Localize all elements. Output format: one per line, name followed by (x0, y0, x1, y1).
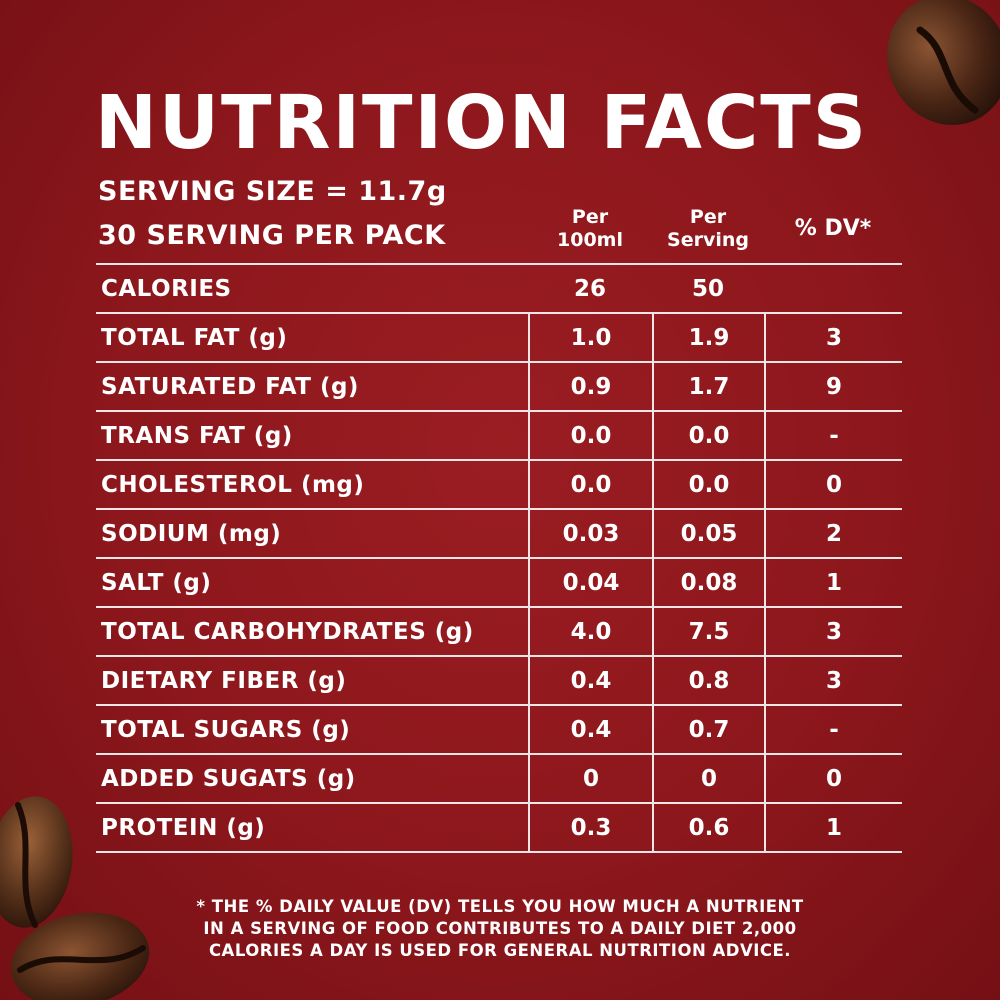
table-row: SALT (g) 0.04 0.08 1 (96, 557, 902, 606)
dv-value: 0 (764, 755, 902, 802)
coffee-bean-top-right-icon (886, 0, 1000, 125)
table-row: SATURATED FAT (g) 0.9 1.7 9 (96, 361, 902, 410)
dv-value (764, 265, 902, 312)
dv-value: 3 (764, 608, 902, 655)
column-header-per-100ml: Per 100ml (557, 206, 623, 251)
dv-value: - (764, 706, 902, 753)
per-serving-value: 1.7 (652, 363, 764, 410)
per-100ml-value: 0.04 (528, 559, 652, 606)
footnote-line: * THE % DAILY VALUE (DV) TELLS YOU HOW M… (196, 897, 804, 916)
dv-value: 9 (764, 363, 902, 410)
nutrient-label: TOTAL FAT (g) (101, 324, 288, 351)
column-header-dv: % DV* (794, 216, 872, 241)
per-100ml-value: 0.4 (528, 706, 652, 753)
table-row: TOTAL SUGARS (g) 0.4 0.7 - (96, 704, 902, 753)
per-serving-value: 0.7 (652, 706, 764, 753)
dv-value: 0 (764, 461, 902, 508)
nutrient-label: SATURATED FAT (g) (101, 373, 359, 400)
footnote-line: IN A SERVING OF FOOD CONTRIBUTES TO A DA… (203, 919, 797, 938)
dv-value: 2 (764, 510, 902, 557)
per-serving-value: 0 (652, 755, 764, 802)
coffee-bean-bottom-left-2-icon (10, 912, 150, 1000)
per-serving-value: 0.0 (652, 412, 764, 459)
per-serving-value: 0.0 (652, 461, 764, 508)
dv-value: 3 (764, 657, 902, 704)
table-row: TRANS FAT (g) 0.0 0.0 - (96, 410, 902, 459)
per-100ml-value: 0.03 (528, 510, 652, 557)
per-100ml-value: 0.0 (528, 461, 652, 508)
nutrition-table: CALORIES 26 50 TOTAL FAT (g) 1.0 1.9 3 S… (96, 263, 902, 853)
per-serving-value: 0.6 (652, 804, 764, 851)
per-100ml-value: 4.0 (528, 608, 652, 655)
nutrient-label: DIETARY FIBER (g) (101, 667, 347, 694)
serving-size: SERVING SIZE = 11.7g (98, 176, 447, 207)
nutrient-label: TRANS FAT (g) (101, 422, 293, 449)
table-row: TOTAL FAT (g) 1.0 1.9 3 (96, 312, 902, 361)
footnote-line: CALORIES A DAY IS USED FOR GENERAL NUTRI… (208, 941, 792, 960)
nutrient-label: ADDED SUGATS (g) (101, 765, 356, 792)
nutrient-label: TOTAL SUGARS (g) (101, 716, 351, 743)
table-row: PROTEIN (g) 0.3 0.6 1 (96, 802, 902, 853)
nutrient-label: SODIUM (mg) (101, 520, 282, 547)
per-serving-value: 50 (691, 275, 724, 302)
per-100ml-value: 0.4 (528, 657, 652, 704)
per-100ml-value: 1.0 (528, 314, 652, 361)
coffee-bean-bottom-left-icon (0, 796, 73, 928)
nutrient-label: PROTEIN (g) (101, 814, 266, 841)
table-row: SODIUM (mg) 0.03 0.05 2 (96, 508, 902, 557)
nutrient-label: SALT (g) (101, 569, 212, 596)
page-title: NUTRITION FACTS (95, 80, 869, 166)
dv-value: 1 (764, 804, 902, 851)
nutrient-label: CHOLESTEROL (mg) (101, 471, 365, 498)
per-serving-value: 7.5 (652, 608, 764, 655)
table-row: CHOLESTEROL (mg) 0.0 0.0 0 (96, 459, 902, 508)
dv-footnote: * THE % DAILY VALUE (DV) TELLS YOU HOW M… (150, 896, 850, 962)
dv-value: 1 (764, 559, 902, 606)
per-100ml-value: 0.9 (528, 363, 652, 410)
nutrient-label: CALORIES (101, 275, 232, 302)
per-100ml-value: 0 (528, 755, 652, 802)
per-100ml-value: 0.0 (528, 412, 652, 459)
table-row: TOTAL CARBOHYDRATES (g) 4.0 7.5 3 (96, 606, 902, 655)
table-row: ADDED SUGATS (g) 0 0 0 (96, 753, 902, 802)
per-serving-value: 0.8 (652, 657, 764, 704)
column-header-per-serving: Per Serving (667, 206, 749, 251)
servings-per-pack: 30 SERVING PER PACK (98, 220, 446, 251)
table-row: DIETARY FIBER (g) 0.4 0.8 3 (96, 655, 902, 704)
table-row-calories: CALORIES 26 50 (96, 263, 902, 312)
dv-value: - (764, 412, 902, 459)
per-serving-value: 1.9 (652, 314, 764, 361)
per-100ml-value: 26 (573, 275, 606, 302)
nutrient-label: TOTAL CARBOHYDRATES (g) (101, 618, 474, 645)
per-serving-value: 0.05 (652, 510, 764, 557)
per-serving-value: 0.08 (652, 559, 764, 606)
dv-value: 3 (764, 314, 902, 361)
per-100ml-value: 0.3 (528, 804, 652, 851)
